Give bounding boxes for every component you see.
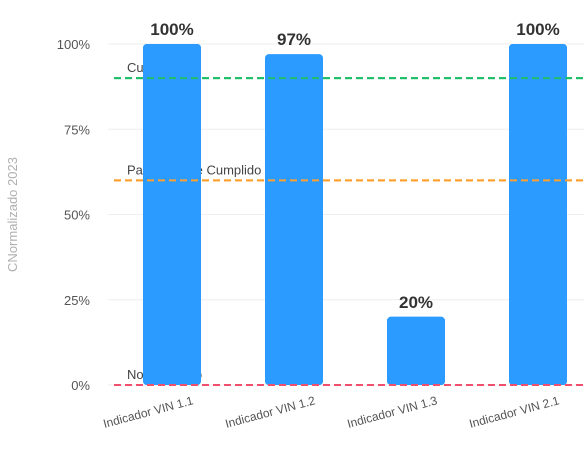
y-tick-label: 25%: [64, 293, 90, 308]
bar-overlay: [143, 44, 201, 385]
x-tick-label: Indicador VIN 1.2: [224, 393, 317, 431]
data-label: 97%: [277, 30, 311, 49]
x-axis-ticks: Indicador VIN 1.1 Indicador VIN 1.2 Indica…: [102, 393, 561, 431]
bar-overlay: [509, 44, 567, 385]
y-tick-label: 0%: [71, 378, 90, 393]
data-labels: 100% 97% 20% 100%: [114, 20, 584, 386]
bar-overlay: [387, 316, 445, 385]
y-tick-label: 50%: [64, 208, 90, 223]
data-label: 100%: [516, 20, 559, 39]
x-tick-label: Indicador VIN 1.1: [102, 393, 195, 431]
y-tick-label: 75%: [64, 122, 90, 137]
x-tick-label: Indicador VIN 2.1: [468, 393, 561, 431]
x-tick-label: Indicador VIN 1.3: [346, 393, 439, 431]
data-label: 100%: [150, 20, 193, 39]
y-axis-label: CNormalizado 2023: [5, 157, 20, 272]
data-label: 20%: [399, 293, 433, 312]
y-axis-ticks: 0% 25% 50% 75% 100%: [57, 37, 91, 393]
y-tick-label: 100%: [57, 37, 91, 52]
bar-overlay: [265, 54, 323, 385]
